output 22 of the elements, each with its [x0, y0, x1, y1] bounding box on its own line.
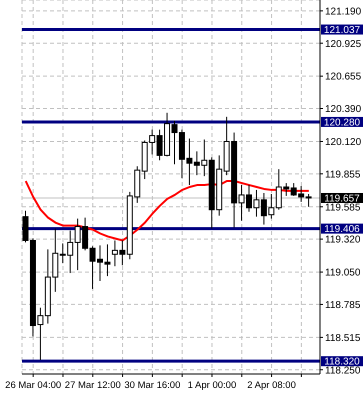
x-tick-label: 1 Apr 00:00	[188, 380, 236, 391]
y-tick-label: 118.250	[325, 365, 361, 376]
y-tick-label: 119.050	[325, 268, 361, 279]
y-tick-label: 119.855	[325, 169, 361, 180]
y-tick-label: 120.390	[325, 104, 362, 116]
y-tick-label: 120.655	[325, 72, 362, 83]
y-tick-label: 119.585	[325, 202, 361, 214]
y-tick-label: 120.120	[325, 137, 362, 148]
ref-line-label: 120.280	[324, 117, 361, 128]
ref-line-label: 119.406	[324, 224, 360, 236]
y-tick-label: 118.785	[325, 300, 361, 311]
x-tick-label: 2 Apr 08:00	[247, 380, 296, 391]
ref-line-label: 119.657	[324, 193, 360, 204]
x-tick-label: 30 Mar 16:00	[124, 380, 180, 391]
x-tick-label: 26 Mar 04:00	[5, 380, 62, 391]
y-tick-label: 121.190	[325, 6, 362, 18]
ref-line-label: 118.320	[324, 356, 360, 368]
x-tick-label: 27 Mar 12:00	[64, 380, 121, 391]
ref-line-label: 121.037	[324, 25, 361, 36]
y-tick-label: 120.925	[325, 38, 362, 50]
y-tick-label: 118.515	[325, 332, 361, 344]
y-tick-label: 119.320	[325, 234, 361, 246]
